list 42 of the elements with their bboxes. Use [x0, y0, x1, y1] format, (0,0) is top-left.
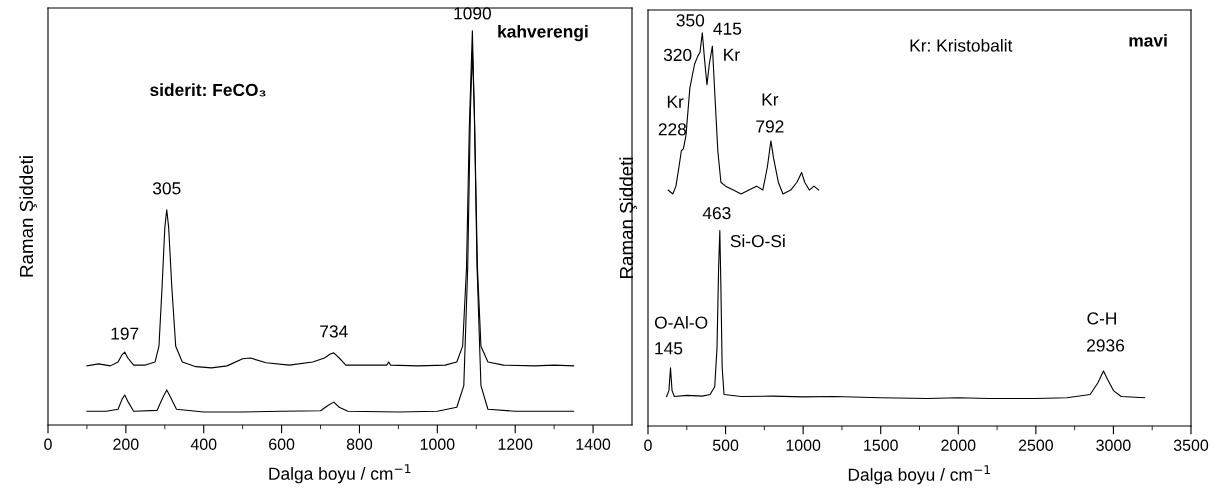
annotation: 1090	[454, 7, 492, 20]
x-tick-label: 1000	[420, 438, 455, 450]
annotation: Kr: Kristobalit	[910, 38, 1013, 52]
annotation: Kr	[667, 95, 684, 108]
annotation: 228	[658, 123, 687, 136]
annotation: 145	[655, 342, 683, 355]
annotation: Kr	[762, 93, 779, 106]
x-tick-label: 3500	[1173, 439, 1209, 451]
x-tick-label: 1000	[786, 439, 821, 451]
x-tick-label: 600	[269, 438, 295, 450]
y-axis-title: Raman Şiddeti	[19, 156, 37, 277]
annotation: 305	[152, 182, 181, 195]
annotation: 320	[663, 48, 692, 62]
x-tick-label: 0	[44, 438, 52, 450]
annotation: Si-O-Si	[730, 234, 785, 248]
annotation: 792	[756, 120, 784, 133]
x-tick-label: 0	[644, 439, 652, 451]
x-tick-label: 2500	[1018, 439, 1053, 451]
x-axis-title: Dalga boyu / cm$^{−1}$	[269, 464, 411, 484]
annotation: O-Al-O	[654, 315, 708, 329]
x-tick-label: 3000	[1096, 439, 1131, 451]
annotation: C-H	[1087, 312, 1116, 325]
annotation: 734	[320, 325, 348, 338]
annotation: 350	[676, 14, 705, 27]
x-tick-label: 200	[113, 438, 139, 450]
x-tick-label: 1200	[498, 438, 533, 450]
annotation: 463	[702, 206, 731, 220]
annotation: 2936	[1087, 339, 1125, 352]
x-tick-label: 2000	[941, 439, 976, 451]
annotation: 197	[111, 327, 139, 340]
y-axis-title: Raman Şiddeti	[619, 157, 637, 278]
x-tick-label: 1400	[576, 438, 611, 450]
x-tick-label: 400	[190, 438, 217, 450]
annotation: siderit: FeCO₃	[150, 83, 266, 97]
annotation: kahverengi	[498, 24, 588, 42]
x-tick-label: 500	[712, 439, 739, 451]
annotation: 415	[713, 22, 742, 35]
annotation: Kr	[724, 48, 740, 61]
annotation: mavi	[1129, 33, 1167, 47]
x-tick-label: 1500	[864, 439, 898, 451]
x-axis-title: Dalga boyu / cm$^{−1}$	[848, 465, 990, 485]
x-tick-label: 800	[346, 438, 373, 450]
